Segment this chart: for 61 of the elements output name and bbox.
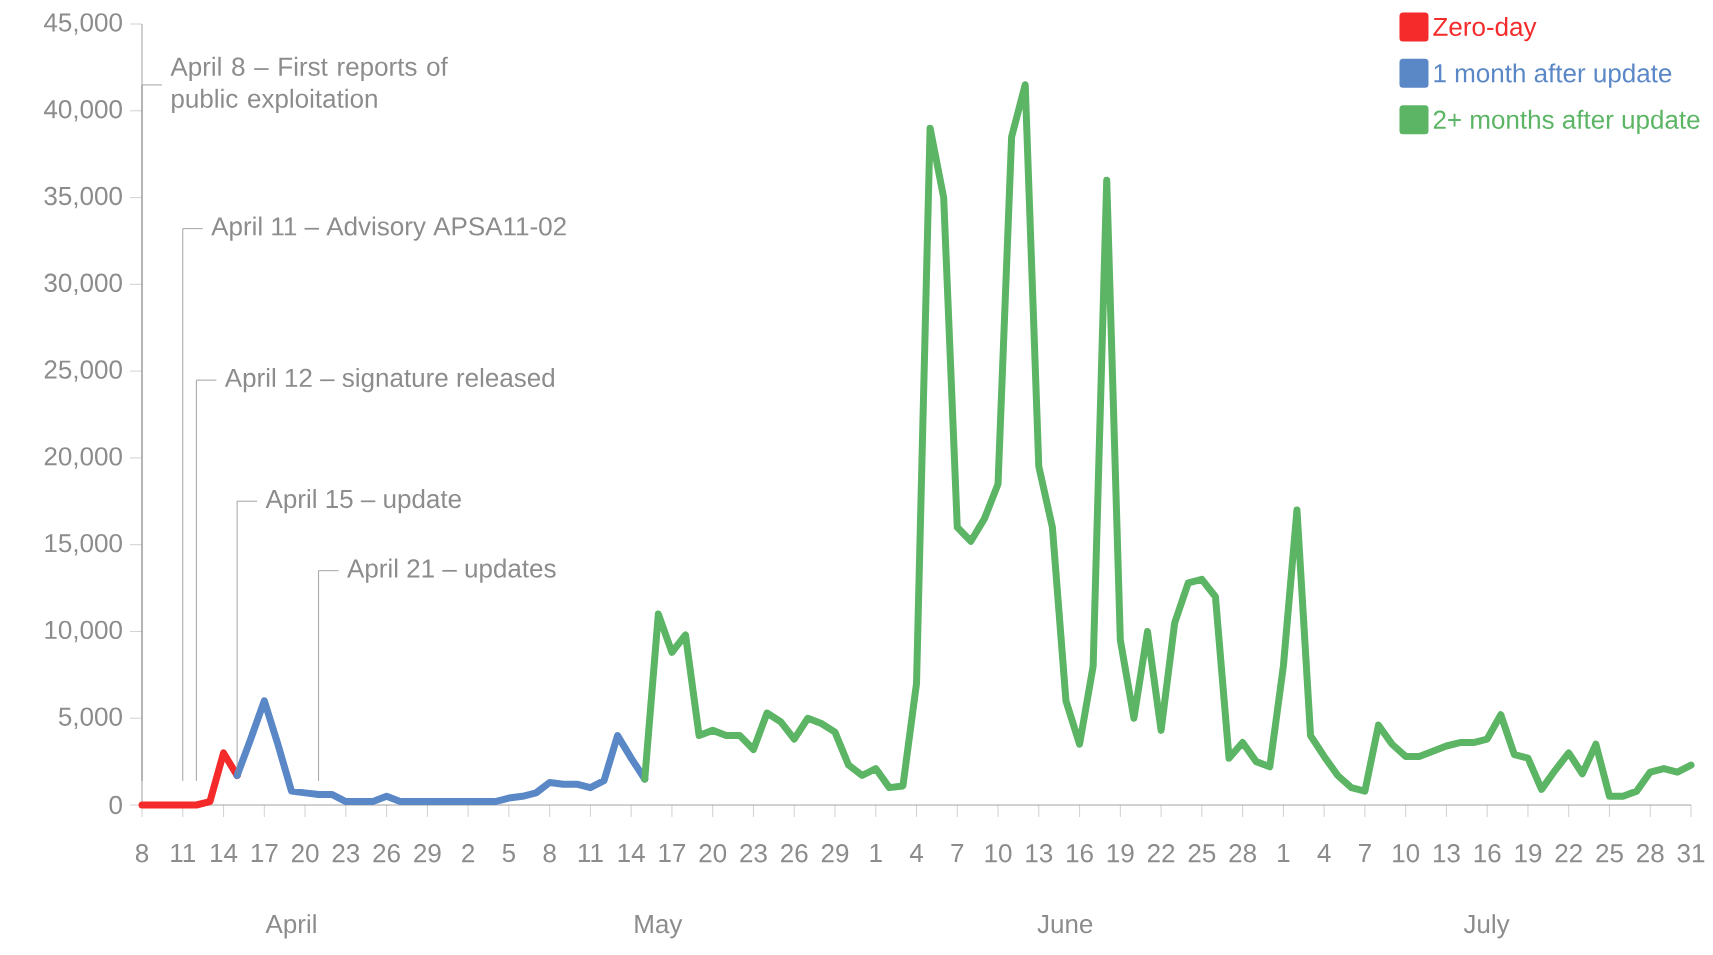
- x-tick-label: 16: [1474, 844, 1501, 863]
- x-tick-label: 19: [1515, 844, 1542, 863]
- x-tick-label: 14: [211, 844, 238, 862]
- annotation: April 11 – Advisory APSA11-02: [211, 216, 566, 241]
- y-tick-label: 20,000: [44, 447, 122, 469]
- x-tick-label: 5: [502, 844, 516, 863]
- x-tick-label: 23: [740, 844, 767, 863]
- x-tick-label: 13: [1026, 844, 1053, 863]
- legend-label: Zero-day: [1433, 16, 1537, 42]
- x-tick-label: 25: [1188, 844, 1216, 863]
- x-tick-label: 28: [1229, 844, 1256, 863]
- x-tick-label: 22: [1147, 844, 1175, 863]
- annotation: April 15 – update: [265, 489, 461, 514]
- x-tick-label: 19: [1107, 844, 1134, 863]
- x-tick-label: 26: [373, 844, 400, 863]
- x-tick-label: 16: [1067, 844, 1093, 863]
- x-tick-label: 7: [1359, 844, 1371, 862]
- y-tick-label: 25,000: [44, 360, 122, 382]
- x-tick-label: 29: [414, 844, 441, 863]
- x-tick-label: 23: [332, 844, 360, 863]
- x-tick-label: 17: [251, 844, 278, 862]
- y-tick-label: 45,000: [44, 13, 122, 35]
- y-tick-label: 40,000: [44, 100, 122, 122]
- x-tick-label: 20: [699, 844, 727, 863]
- x-tick-label: 31: [1677, 844, 1705, 863]
- y-tick-label: 35,000: [44, 186, 122, 209]
- x-tick-label: 17: [659, 844, 686, 862]
- legend-label: 2+ months after update: [1433, 109, 1700, 135]
- x-tick-label: 10: [985, 844, 1012, 863]
- x-tick-label: 4: [1317, 844, 1331, 862]
- y-tick-label: 15,000: [45, 533, 122, 556]
- x-tick-label: 11: [171, 844, 196, 862]
- legend-label: 1 month after update: [1434, 63, 1672, 88]
- x-tick-label: 25: [1596, 844, 1623, 863]
- x-tick-label: 26: [781, 844, 808, 863]
- x-tick-label: 14: [618, 844, 645, 862]
- x-tick-label: 8: [543, 844, 556, 863]
- x-tick-label: 20: [291, 844, 319, 863]
- x-tick-label: 10: [1393, 844, 1420, 863]
- x-tick-label: 29: [821, 844, 849, 863]
- annotation: April 8 – First reports of public exploitation: [170, 56, 448, 114]
- text: April: [265, 914, 316, 939]
- x-tick-label: 11: [578, 844, 603, 862]
- x-tick-label: 7: [951, 844, 964, 862]
- text: May: [635, 915, 683, 939]
- annotation: April 21 – updates: [347, 558, 556, 583]
- x-tick-label: 22: [1555, 844, 1582, 863]
- x-tick-label: 4: [909, 844, 923, 862]
- x-tick-label: 2: [462, 844, 475, 863]
- text: July: [1463, 914, 1510, 939]
- y-tick-label: 10,000: [45, 620, 122, 643]
- y-tick-label: 30,000: [44, 273, 122, 296]
- x-tick-label: 8: [135, 844, 149, 863]
- text: June: [1037, 915, 1093, 934]
- x-tick-label: 13: [1433, 844, 1460, 863]
- x-tick-label: 1: [1278, 844, 1290, 862]
- y-tick-label: 5,000: [58, 707, 122, 729]
- y-tick-label: 0: [109, 795, 122, 815]
- x-tick-label: 28: [1637, 844, 1664, 863]
- annotation: April 12 – signature released: [224, 368, 555, 393]
- x-tick-label: 1: [870, 844, 882, 862]
